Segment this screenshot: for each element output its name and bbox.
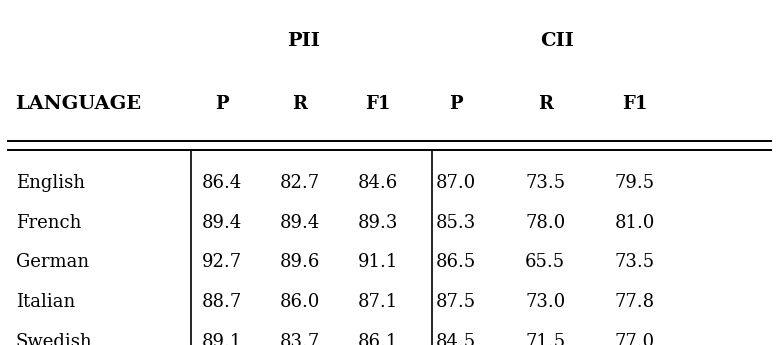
Text: 92.7: 92.7 xyxy=(202,253,242,271)
Text: 84.5: 84.5 xyxy=(435,333,476,345)
Text: French: French xyxy=(16,214,81,231)
Text: 73.5: 73.5 xyxy=(615,253,655,271)
Text: 86.4: 86.4 xyxy=(202,174,242,192)
Text: 82.7: 82.7 xyxy=(280,174,320,192)
Text: 84.6: 84.6 xyxy=(358,174,398,192)
Text: 87.1: 87.1 xyxy=(358,293,398,311)
Text: 88.7: 88.7 xyxy=(202,293,242,311)
Text: 86.5: 86.5 xyxy=(435,253,476,271)
Text: 87.0: 87.0 xyxy=(435,174,476,192)
Text: 71.5: 71.5 xyxy=(525,333,566,345)
Text: Italian: Italian xyxy=(16,293,75,311)
Text: P: P xyxy=(215,95,229,112)
Text: 79.5: 79.5 xyxy=(615,174,655,192)
Text: LANGUAGE: LANGUAGE xyxy=(16,95,142,112)
Text: CII: CII xyxy=(540,32,574,50)
Text: 89.3: 89.3 xyxy=(358,214,398,231)
Text: 65.5: 65.5 xyxy=(525,253,566,271)
Text: F1: F1 xyxy=(622,95,647,112)
Text: 86.1: 86.1 xyxy=(358,333,398,345)
Text: F1: F1 xyxy=(365,95,390,112)
Text: 86.0: 86.0 xyxy=(280,293,320,311)
Text: R: R xyxy=(538,95,553,112)
Text: 83.7: 83.7 xyxy=(280,333,320,345)
Text: 73.5: 73.5 xyxy=(525,174,566,192)
Text: 78.0: 78.0 xyxy=(525,214,566,231)
Text: PII: PII xyxy=(287,32,320,50)
Text: 77.8: 77.8 xyxy=(615,293,655,311)
Text: 89.4: 89.4 xyxy=(202,214,242,231)
Text: 91.1: 91.1 xyxy=(358,253,398,271)
Text: 77.0: 77.0 xyxy=(615,333,655,345)
Text: English: English xyxy=(16,174,85,192)
Text: Swedish: Swedish xyxy=(16,333,92,345)
Text: P: P xyxy=(449,95,463,112)
Text: 73.0: 73.0 xyxy=(525,293,566,311)
Text: 89.4: 89.4 xyxy=(280,214,320,231)
Text: 85.3: 85.3 xyxy=(435,214,476,231)
Text: R: R xyxy=(292,95,308,112)
Text: 81.0: 81.0 xyxy=(615,214,655,231)
Text: German: German xyxy=(16,253,89,271)
Text: 89.6: 89.6 xyxy=(280,253,320,271)
Text: 87.5: 87.5 xyxy=(435,293,476,311)
Text: 89.1: 89.1 xyxy=(202,333,242,345)
